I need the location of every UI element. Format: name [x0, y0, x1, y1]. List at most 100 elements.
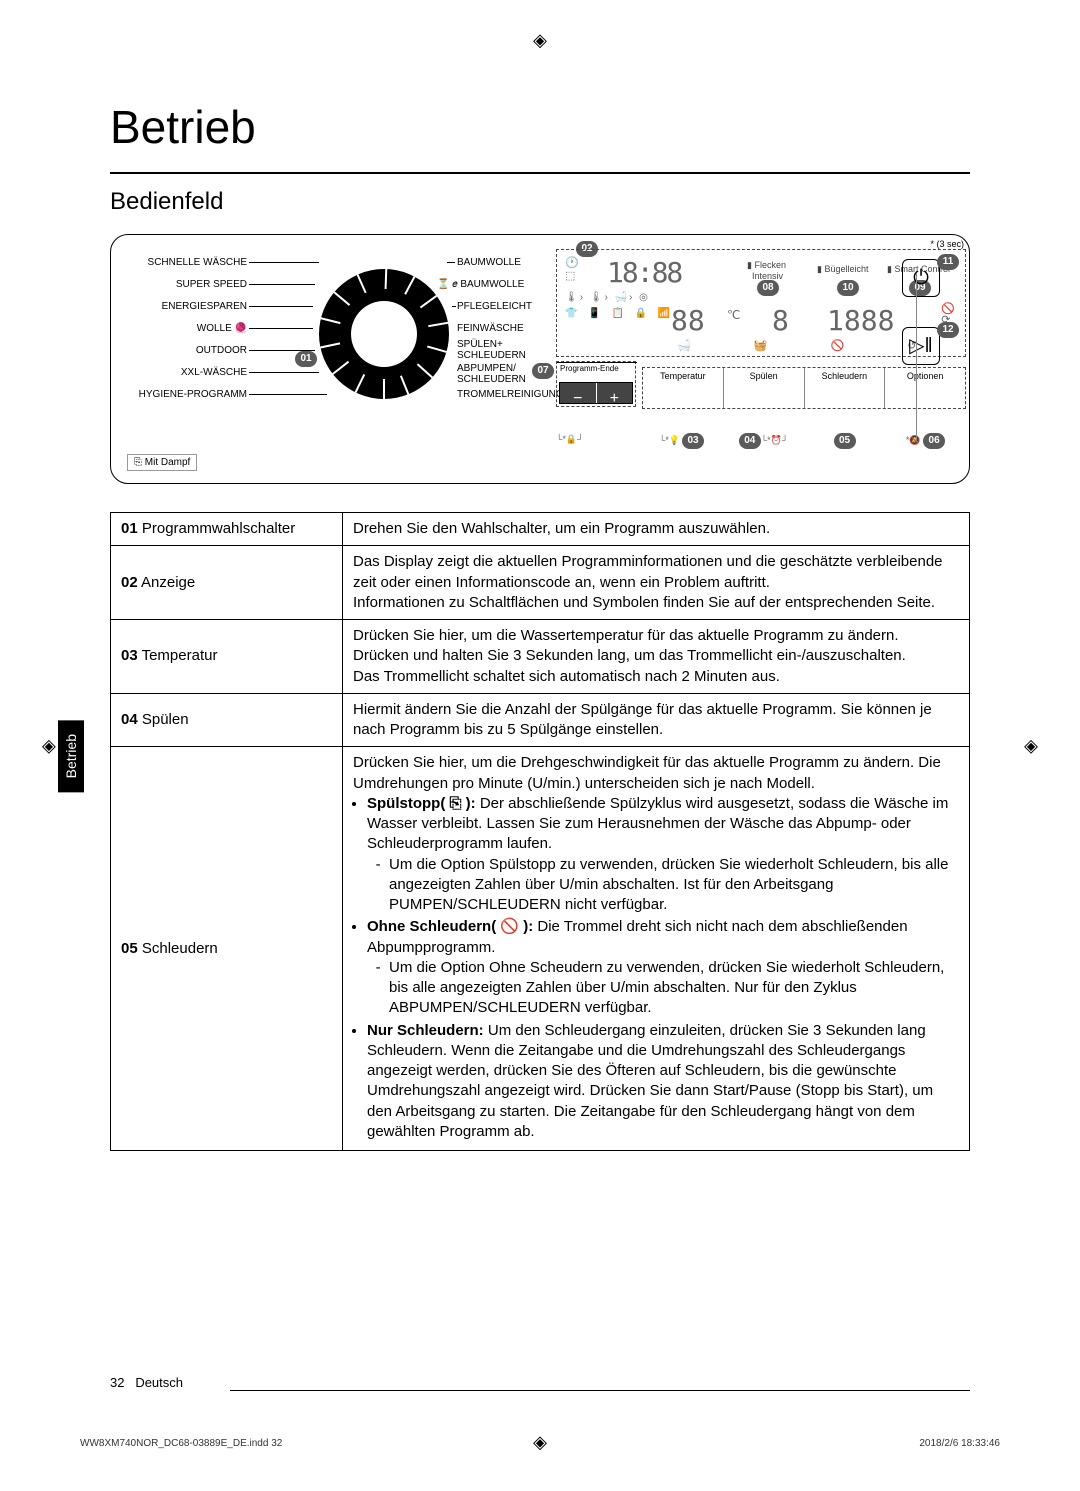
row-label: Temperatur	[142, 647, 218, 664]
table-row: 03 Temperatur Drücken Sie hier, um die W…	[111, 620, 970, 694]
connector	[249, 306, 313, 307]
indd-filename: WW8XM740NOR_DC68-03889E_DE.indd 32	[80, 1438, 282, 1449]
sub-item: Um die Option Spülstopp zu verwenden, dr…	[389, 855, 959, 916]
connector	[249, 372, 319, 373]
page-title: Betrieb	[110, 100, 970, 154]
row-num: 01	[121, 520, 138, 537]
minus-button[interactable]: −	[560, 383, 597, 403]
spin-label: Schleudern	[822, 371, 868, 381]
page-language: Deutsch	[135, 1375, 183, 1390]
registration-mark-top: ◈	[533, 30, 547, 51]
rinse-button[interactable]: Spülen	[724, 368, 805, 408]
start-pause-button[interactable]: ▷‖ 12	[902, 327, 940, 365]
option-flecken: ▮ Flecken Intensiv	[747, 260, 786, 281]
list-item: Nur Schleudern: Um den Schleudergang ein…	[367, 1021, 959, 1143]
table-row: 01 Programmwahlschalter Drehen Sie den W…	[111, 513, 970, 546]
prog-end-box: Programm-Ende − +	[556, 361, 636, 407]
connector	[249, 262, 319, 263]
callout-badge-07: 07	[532, 363, 554, 379]
description-table: 01 Programmwahlschalter Drehen Sie den W…	[110, 512, 970, 1151]
dial-label: SCHNELLE WÄSCHE	[127, 257, 247, 268]
callout-badge-06: 06	[923, 433, 945, 449]
row-num: 03	[121, 647, 138, 664]
lock-icons: └*🔒┘	[556, 434, 583, 445]
plus-minus-buttons[interactable]: − +	[559, 382, 633, 404]
dial-area: SCHNELLE WÄSCHE SUPER SPEED ENERGIESPARE…	[127, 249, 547, 444]
row-label: Schleudern	[142, 940, 218, 957]
spin-button[interactable]: Schleudern	[805, 368, 886, 408]
prog-end-label: Programm-Ende	[557, 362, 637, 374]
dial-label: SUPER SPEED	[127, 279, 247, 290]
control-panel-diagram: SCHNELLE WÄSCHE SUPER SPEED ENERGIESPARE…	[110, 234, 970, 484]
print-timestamp: 2018/2/6 18:33:46	[919, 1438, 1000, 1449]
deg-icon: ℃	[727, 308, 740, 322]
dial-label: HYGIENE-PROGRAMM	[127, 389, 247, 400]
row-desc: Das Display zeigt die aktuellen Programm…	[343, 546, 970, 620]
bullet-lead: Spülstopp( ⎘ ):	[367, 795, 476, 812]
callout-badge-01: 01	[295, 351, 317, 367]
plus-button[interactable]: +	[597, 383, 633, 403]
dial-ticks	[319, 269, 449, 399]
time-segment: 18:88	[607, 256, 681, 289]
row-num: 05	[121, 940, 138, 957]
section-heading: Bedienfeld	[110, 188, 970, 216]
icon-row-2: 👕 📱 📋 🔒 📶	[565, 308, 674, 319]
connector	[249, 328, 313, 329]
connector	[452, 306, 456, 307]
steam-note: ⎘ Mit Dampf	[127, 454, 197, 471]
dial-label: FEINWÄSCHE	[457, 323, 524, 334]
temp-label: Temperatur	[660, 371, 706, 381]
callout-badge-11: 11	[937, 254, 959, 270]
icon-row: 🌡› 🌡› 🛁› ◎	[565, 292, 650, 303]
dial-label: TROMMELREINIGUNG*	[457, 389, 568, 400]
seg-8: 8	[772, 304, 789, 337]
row-label: Spülen	[142, 711, 189, 728]
table-row: 02 Anzeige Das Display zeigt die aktuell…	[111, 546, 970, 620]
divider	[916, 273, 917, 441]
callout-badge-08: 08	[757, 280, 779, 296]
dial-label: BAUMWOLLE	[457, 257, 521, 268]
title-rule	[110, 172, 970, 174]
table-row: 04 Spülen Hiermit ändern Sie die Anzahl …	[111, 693, 970, 747]
bullet-lead: Ohne Schleudern( 🚫 ):	[367, 918, 533, 935]
connector	[249, 284, 315, 285]
clock-icon: 🕐⬚	[565, 256, 579, 282]
list-item: Spülstopp( ⎘ ): Der abschließende Spülzy…	[367, 794, 959, 916]
table-row: 05 Schleudern Drücken Sie hier, um die D…	[111, 747, 970, 1151]
power-button[interactable]: ⏻ 11	[902, 259, 940, 297]
intro-text: Drücken Sie hier, um die Drehgeschwindig…	[353, 753, 959, 794]
footer-rule	[230, 1390, 970, 1391]
callout-badge-03: 03	[682, 433, 704, 449]
row-desc: Drehen Sie den Wahlschalter, um ein Prog…	[343, 513, 970, 546]
temp-button[interactable]: Temperatur	[643, 368, 724, 408]
dial-label: XXL-WÄSCHE	[127, 367, 247, 378]
sub-item: Um die Option Ohne Scheudern zu verwende…	[389, 958, 959, 1019]
callout-badge-12: 12	[937, 322, 959, 338]
print-footer: WW8XM740NOR_DC68-03889E_DE.indd 32 2018/…	[80, 1438, 1000, 1449]
seg-1888: 1888	[827, 304, 894, 337]
registration-mark-right: ◈	[1024, 735, 1038, 756]
dial-label: PFLEGELEICHT	[457, 301, 532, 312]
dial-label: ENERGIESPAREN	[127, 301, 247, 312]
dial-label: WOLLE 🧶	[127, 323, 247, 334]
bullet-lead: Nur Schleudern:	[367, 1022, 484, 1039]
connector	[447, 262, 455, 263]
page-number: 32	[110, 1375, 124, 1390]
dial-label: ABPUMPEN/ SCHLEUDERN	[457, 363, 526, 385]
row-desc: Hiermit ändern Sie die Anzahl der Spülgä…	[343, 693, 970, 747]
row-num: 04	[121, 711, 138, 728]
callout-badge-04: 04	[739, 433, 761, 449]
seg-88: 88	[671, 304, 705, 337]
registration-mark-left: ◈	[42, 735, 56, 756]
dial-label: OUTDOOR	[127, 345, 247, 356]
callout-badge-05: 05	[834, 433, 856, 449]
connector	[249, 394, 327, 395]
bullet-text: Um den Schleudergang einzuleiten, drücke…	[367, 1022, 933, 1140]
row-num: 02	[121, 574, 138, 591]
row-label: Programmwahlschalter	[142, 520, 295, 537]
page-content: Betrieb Betrieb Bedienfeld SCHNELLE WÄSC…	[110, 100, 970, 1391]
rinse-label: Spülen	[750, 371, 778, 381]
list-item: Ohne Schleudern( 🚫 ): Die Trommel dreht …	[367, 917, 959, 1018]
side-tab: Betrieb	[58, 720, 84, 792]
row-desc: Drücken Sie hier, um die Wassertemperatu…	[343, 620, 970, 694]
